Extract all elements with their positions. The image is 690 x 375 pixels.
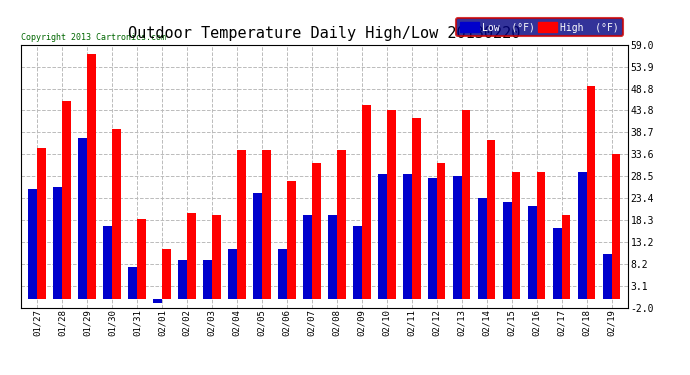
Bar (337, 150, 346, 299)
Legend: Low  (°F), High  (°F): Low (°F), High (°F) (456, 18, 623, 36)
Bar (37, 148, 46, 299)
Bar (153, 299, 162, 303)
Bar (62, 101, 70, 299)
Bar (353, 226, 362, 299)
Bar (486, 140, 495, 299)
Bar (128, 267, 137, 299)
Bar (312, 164, 321, 299)
Bar (53, 187, 62, 299)
Bar (87, 54, 96, 299)
Bar (453, 176, 462, 299)
Bar (278, 249, 287, 299)
Bar (203, 260, 212, 299)
Bar (428, 178, 437, 299)
Bar (412, 118, 420, 299)
Bar (28, 189, 37, 299)
Bar (228, 249, 237, 299)
Bar (478, 198, 486, 299)
Bar (253, 194, 262, 299)
Bar (162, 249, 170, 299)
Bar (503, 202, 512, 299)
Bar (178, 260, 187, 299)
Bar (112, 129, 121, 299)
Bar (328, 215, 337, 299)
Bar (586, 86, 595, 299)
Bar (137, 219, 146, 299)
Bar (262, 150, 270, 299)
Bar (303, 215, 312, 299)
Bar (553, 228, 562, 299)
Bar (287, 180, 295, 299)
Bar (237, 150, 246, 299)
Bar (562, 215, 571, 299)
Bar (378, 174, 387, 299)
Title: Outdoor Temperature Daily High/Low 20130220: Outdoor Temperature Daily High/Low 20130… (128, 26, 520, 41)
Bar (403, 174, 412, 299)
Bar (362, 105, 371, 299)
Bar (437, 164, 446, 299)
Text: Copyright 2013 Cartronics.com: Copyright 2013 Cartronics.com (21, 33, 166, 42)
Bar (104, 226, 112, 299)
Bar (537, 172, 545, 299)
Bar (512, 172, 520, 299)
Bar (212, 215, 221, 299)
Bar (603, 254, 611, 299)
Bar (387, 110, 395, 299)
Bar (187, 213, 195, 299)
Bar (78, 138, 87, 299)
Bar (611, 154, 620, 299)
Bar (462, 110, 471, 299)
Bar (578, 172, 586, 299)
Bar (528, 206, 537, 299)
